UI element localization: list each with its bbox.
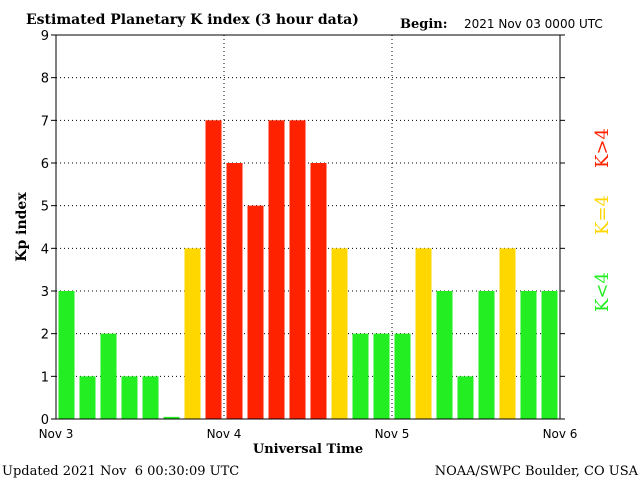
kp-bar [436, 291, 453, 419]
kp-bar [58, 291, 75, 419]
kp-bar [310, 163, 327, 419]
y-ticks: 0 1 2 3 4 5 6 7 8 9 [41, 29, 565, 428]
legend: K<4 K=4 K>4 [592, 128, 613, 312]
y-tick-label: 3 [41, 285, 49, 300]
y-tick-label: 9 [41, 29, 49, 44]
kp-bar [184, 248, 201, 419]
kp-bar [541, 291, 558, 419]
y-tick-label: 2 [41, 328, 49, 343]
kp-bar [394, 333, 411, 419]
footer-agency: NOAA/SWPC Boulder, CO USA [435, 464, 639, 479]
chart-title: Estimated Planetary K index (3 hour data… [26, 12, 359, 28]
kp-bar [520, 291, 537, 419]
kp-bar [499, 248, 516, 419]
kp-bar [289, 120, 306, 419]
kp-bar [478, 291, 495, 419]
kp-bar [373, 333, 390, 419]
kp-bar [352, 333, 369, 419]
legend-k-gt-4: K>4 [592, 128, 613, 168]
kp-bar [100, 333, 117, 419]
y-tick-label: 1 [41, 370, 49, 385]
y-tick-label: 8 [41, 72, 49, 87]
kp-bar [457, 376, 474, 419]
kp-bar [415, 248, 432, 419]
kp-bar [247, 205, 264, 419]
y-tick-label: 6 [41, 157, 49, 172]
kp-bar [331, 248, 348, 419]
x-axis-label: Universal Time [253, 442, 363, 457]
kp-bar [163, 416, 180, 419]
x-tick-label: Nov 3 [39, 427, 74, 441]
kp-bar [226, 163, 243, 419]
grid-lines [56, 35, 560, 419]
begin-value: 2021 Nov 03 0000 UTC [464, 17, 603, 31]
x-tick-label: Nov 4 [207, 427, 242, 441]
y-tick-label: 4 [41, 242, 49, 257]
y-tick-label: 0 [41, 413, 49, 428]
y-tick-label: 5 [41, 200, 49, 215]
y-axis-label: Kp index [14, 192, 30, 262]
y-tick-label: 7 [41, 114, 49, 129]
kp-bar [142, 376, 159, 419]
kp-bar [268, 120, 285, 419]
kp-bar [79, 376, 96, 419]
legend-k-eq-4: K=4 [592, 195, 613, 235]
x-tick-label: Nov 5 [375, 427, 410, 441]
begin-label: Begin: [400, 17, 448, 32]
kp-bar [205, 120, 222, 419]
legend-k-lt-4: K<4 [592, 272, 613, 312]
x-ticks: Nov 3 Nov 4 Nov 5 Nov 6 [39, 427, 578, 441]
plot-frame [55, 34, 561, 420]
kp-bar [121, 376, 138, 419]
x-tick-label: Nov 6 [543, 427, 578, 441]
footer-updated: Updated 2021 Nov 6 00:30:09 UTC [2, 464, 239, 479]
bars [58, 120, 558, 419]
